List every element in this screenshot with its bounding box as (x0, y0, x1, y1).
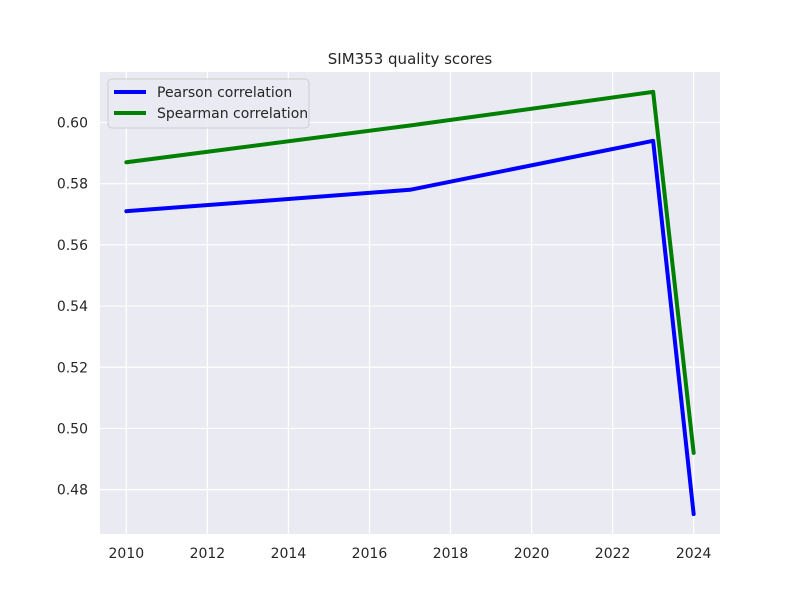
x-tick-label: 2014 (271, 546, 307, 562)
y-axis-ticks: 0.48 0.50 0.52 0.54 0.56 0.58 0.60 (57, 115, 88, 498)
legend-box (107, 78, 310, 129)
chart-title: SIM353 quality scores (328, 50, 493, 68)
series-line-pearson (124, 138, 696, 517)
x-tick-label: 2020 (514, 546, 550, 562)
series-lines (124, 89, 696, 517)
x-tick-label: 2024 (676, 546, 712, 562)
legend-label-spearman: Spearman correlation (157, 106, 308, 122)
grid-lines (100, 72, 720, 534)
y-tick-label: 0.60 (57, 115, 88, 131)
x-tick-label: 2016 (352, 546, 388, 562)
x-tick-label: 2010 (109, 546, 145, 562)
x-tick-label: 2012 (190, 546, 226, 562)
x-tick-label: 2022 (595, 546, 631, 562)
x-axis-ticks: 2010 2012 2014 2016 2018 2020 2022 2024 (109, 546, 712, 562)
y-tick-label: 0.56 (57, 238, 88, 254)
y-tick-label: 0.52 (57, 360, 88, 376)
y-tick-label: 0.58 (57, 177, 88, 193)
legend: Pearson correlation Spearman correlation (107, 78, 310, 129)
legend-label-pearson: Pearson correlation (157, 85, 292, 101)
y-tick-label: 0.50 (57, 421, 88, 437)
x-tick-label: 2018 (433, 546, 469, 562)
y-tick-label: 0.54 (57, 299, 88, 315)
series-line-spearman (124, 89, 696, 455)
plot-area (100, 72, 720, 534)
y-tick-label: 0.48 (57, 483, 88, 499)
